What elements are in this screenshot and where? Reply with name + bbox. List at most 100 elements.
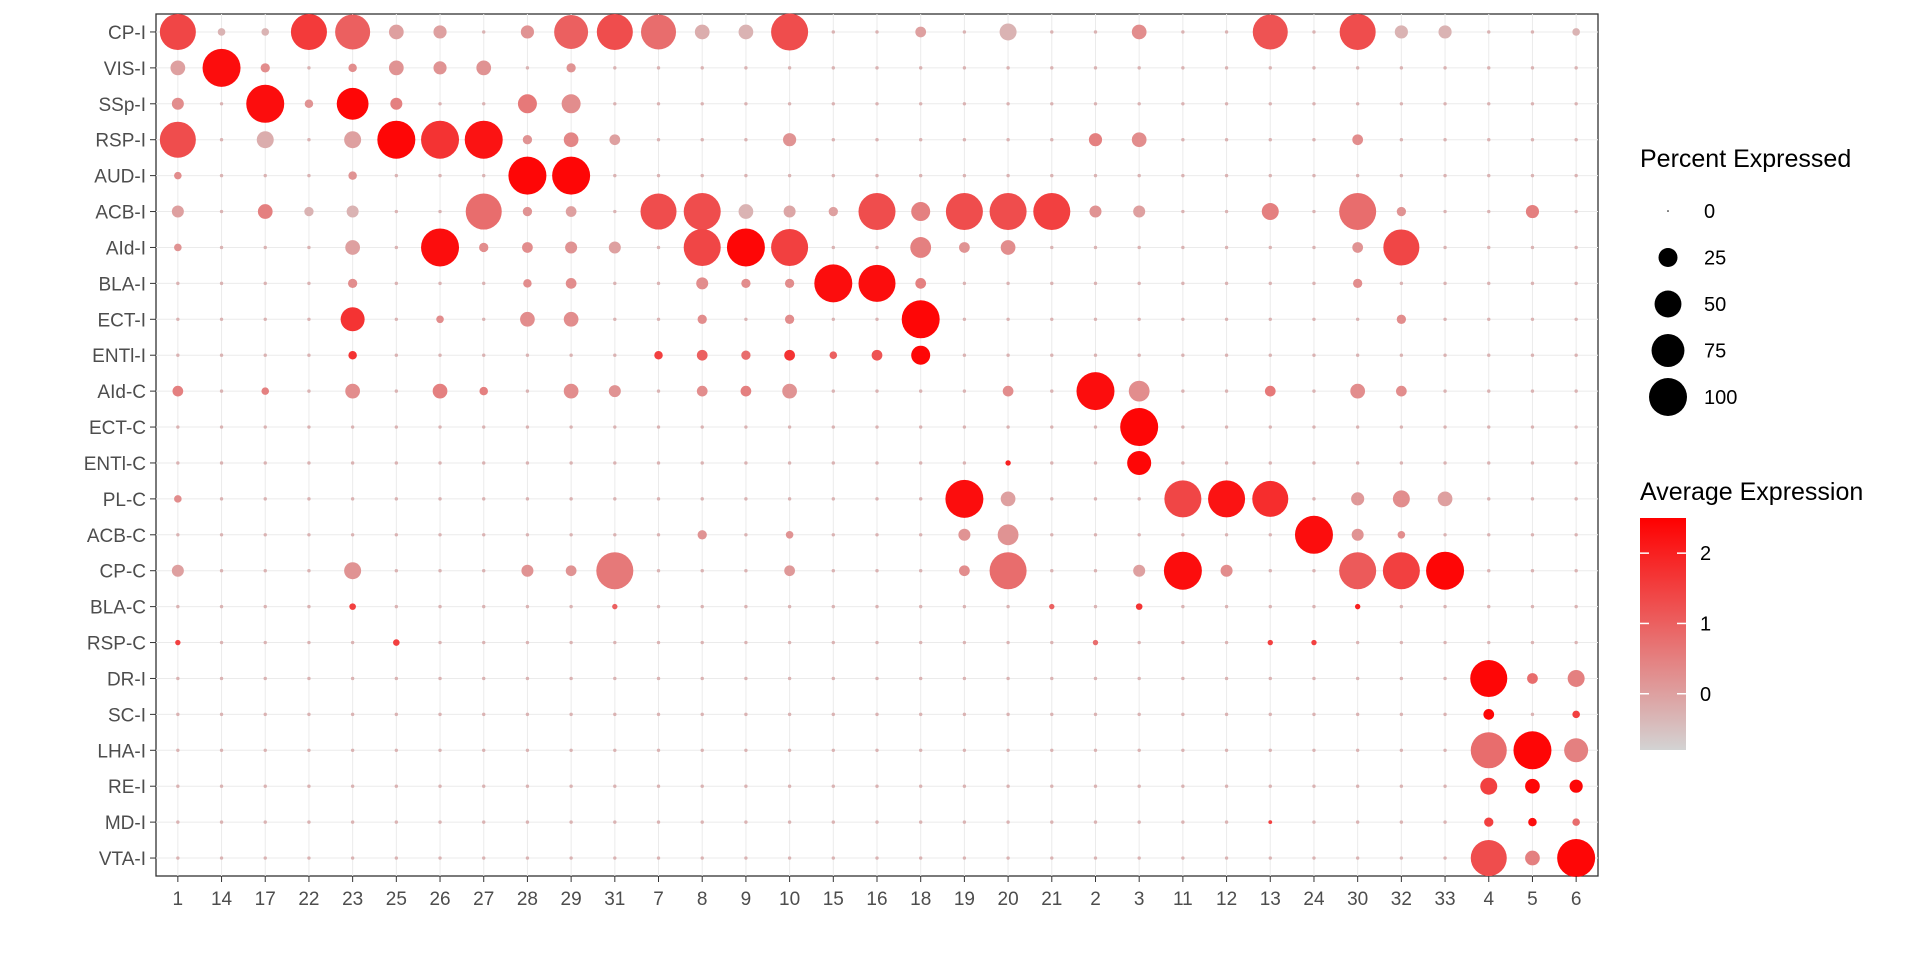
y-tick-label: ECT-C: [89, 418, 146, 439]
dot-marker: [1567, 669, 1585, 687]
dot-marker: [257, 204, 273, 219]
dot-marker: [1092, 639, 1099, 646]
dot-marker: [482, 281, 486, 286]
dot-marker: [1438, 25, 1452, 39]
dot-marker: [831, 425, 836, 429]
dot-marker: [522, 135, 533, 145]
dot-marker: [700, 66, 704, 70]
dot-marker: [482, 461, 486, 465]
dot-marker: [1224, 66, 1229, 70]
dot-marker: [569, 497, 573, 501]
y-tick-label: BLA-C: [90, 598, 146, 619]
dot-marker: [962, 389, 967, 393]
dot-marker: [744, 317, 748, 321]
dot-marker: [1050, 640, 1054, 645]
dot-marker: [569, 712, 573, 717]
dot-marker: [569, 461, 573, 465]
dot-marker: [1574, 461, 1578, 465]
dot-marker: [613, 102, 617, 106]
dot-marker: [1443, 389, 1447, 393]
dot-marker: [522, 242, 533, 253]
dot-marker: [1443, 604, 1447, 609]
dot-marker: [1530, 425, 1535, 429]
dot-marker: [1050, 138, 1054, 142]
dot-marker: [1487, 281, 1491, 286]
dot-marker: [1574, 640, 1578, 645]
dot-marker: [1006, 676, 1010, 681]
dot-marker: [1355, 856, 1360, 860]
dot-marker: [525, 353, 530, 357]
dot-marker: [1525, 204, 1540, 219]
dot-marker: [613, 748, 617, 752]
dot-marker: [219, 784, 224, 788]
dot-marker: [1443, 245, 1447, 250]
dot-marker: [875, 66, 879, 70]
dot-marker: [219, 676, 224, 681]
dot-marker: [565, 206, 577, 217]
x-tick-label: 25: [386, 889, 407, 910]
dot-marker: [1443, 66, 1447, 70]
y-tick-label: RSP-C: [87, 634, 146, 655]
dot-marker: [1224, 676, 1229, 681]
dot-marker: [350, 425, 355, 429]
dot-marker: [1224, 30, 1229, 34]
dot-marker: [787, 640, 792, 645]
dot-marker: [875, 317, 879, 321]
dot-marker: [1137, 317, 1141, 321]
y-axis-tick-labels: CP-I VIS-I SSp-I RSP-I AUD-I ACB-I AId-I BLA-I E…: [84, 23, 156, 870]
dot-marker: [350, 533, 355, 537]
dot-marker: [1572, 710, 1580, 719]
dot-marker: [1181, 173, 1185, 178]
dot-marker: [1006, 425, 1010, 429]
dot-marker: [744, 856, 748, 860]
dot-marker: [1443, 281, 1447, 286]
dot-marker: [1181, 425, 1185, 429]
x-tick-label: 26: [429, 889, 450, 910]
dot-marker: [697, 530, 707, 540]
y-tick-label: AUD-I: [94, 167, 146, 188]
dot-marker: [1572, 28, 1580, 36]
color-legend: Average Expression 0 1 2: [1640, 478, 1863, 750]
dot-marker: [1355, 676, 1360, 681]
dot-marker: [1443, 209, 1447, 214]
dot-marker: [656, 784, 661, 788]
dot-marker: [1006, 712, 1010, 717]
dot-marker: [394, 389, 399, 393]
dot-marker: [656, 640, 661, 645]
dot-marker: [476, 60, 492, 76]
dot-marker: [1527, 673, 1538, 684]
dot-marker: [1181, 30, 1185, 34]
dot-marker: [787, 173, 792, 178]
dot-marker: [263, 784, 267, 788]
x-tick-label: 19: [954, 889, 975, 910]
dot-marker: [700, 640, 704, 645]
dot-marker: [613, 712, 617, 717]
dot-marker: [307, 820, 311, 824]
dot-marker: [1093, 353, 1098, 357]
dot-marker: [1399, 138, 1404, 142]
dot-marker: [744, 138, 748, 142]
dot-marker: [482, 173, 486, 178]
dot-marker: [263, 676, 267, 681]
dot-marker: [1443, 820, 1447, 824]
dot-marker: [744, 497, 748, 501]
dot-marker: [175, 639, 181, 646]
dot-marker: [1312, 748, 1316, 752]
dot-marker: [1528, 817, 1537, 827]
x-tick-label: 24: [1303, 889, 1325, 910]
dot-marker: [1312, 353, 1316, 357]
dot-marker: [787, 748, 792, 752]
dot-marker: [744, 748, 748, 752]
dot-marker: [170, 60, 186, 76]
dot-marker: [263, 604, 267, 609]
dot-marker: [1181, 784, 1185, 788]
dot-marker: [744, 425, 748, 429]
dot-marker: [263, 173, 267, 178]
dot-marker: [959, 242, 970, 253]
dot-marker: [1530, 389, 1535, 393]
dot-marker: [1355, 353, 1360, 357]
dot-marker: [1312, 389, 1316, 393]
dot-marker: [307, 604, 311, 609]
dot-marker: [1181, 66, 1185, 70]
dot-marker: [962, 604, 967, 609]
